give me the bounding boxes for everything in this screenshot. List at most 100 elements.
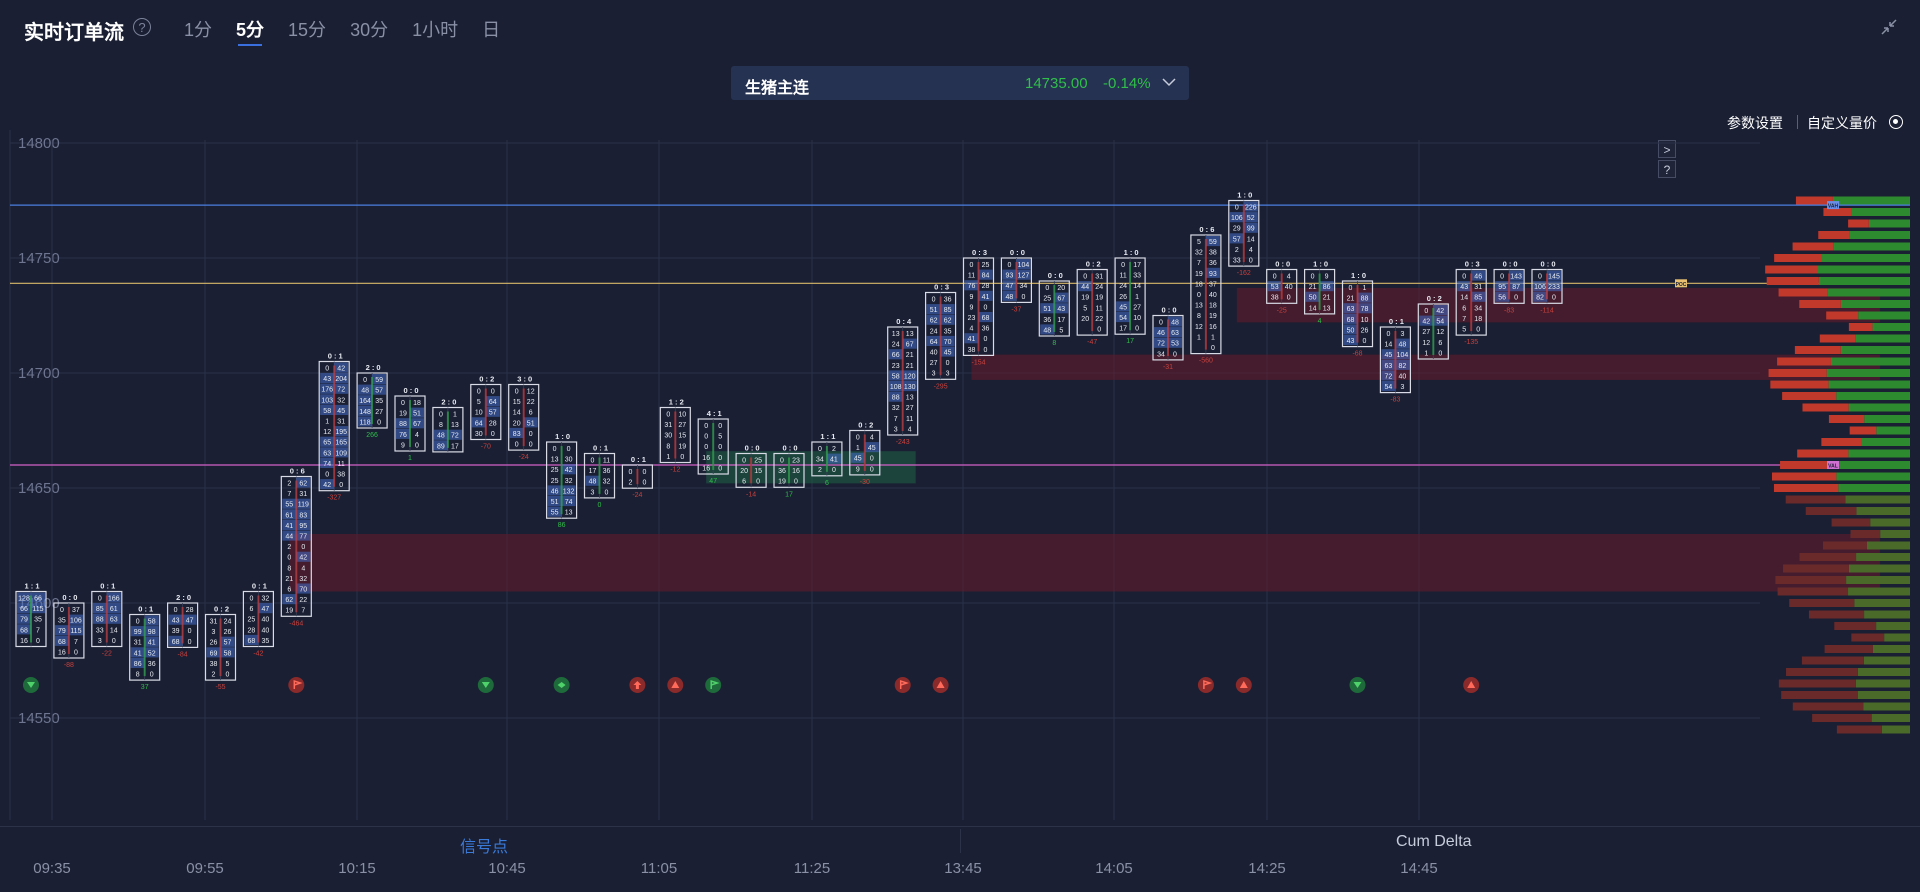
ask-volume: 120 bbox=[904, 373, 916, 380]
ask-highlight bbox=[106, 603, 121, 614]
bid-volume: 24 bbox=[892, 342, 900, 349]
profile-bar-sell bbox=[1819, 334, 1856, 343]
ask-volume: 31 bbox=[299, 491, 307, 498]
bid-volume: 66 bbox=[892, 352, 900, 359]
ask-volume: 10 bbox=[678, 412, 686, 419]
target-icon[interactable] bbox=[1889, 115, 1903, 129]
bid-highlight bbox=[358, 384, 373, 395]
chart-help-button[interactable]: ? bbox=[1658, 160, 1676, 178]
bid-volume: 42 bbox=[323, 482, 331, 489]
tab-1hour[interactable]: 1小时 bbox=[412, 20, 459, 40]
help-icon[interactable]: ? bbox=[133, 18, 151, 36]
bid-volume: 43 bbox=[323, 376, 331, 383]
profile-bar-buy bbox=[1868, 219, 1910, 228]
ask-volume: 37 bbox=[1209, 281, 1217, 288]
time-axis: 09:35 09:55 10:15 10:45 11:05 11:25 13:45 14:05… bbox=[0, 858, 1920, 888]
ask-highlight bbox=[485, 406, 500, 417]
profile-bar-buy bbox=[1870, 518, 1910, 527]
tab-5min[interactable]: 5分 bbox=[236, 16, 264, 46]
bid-volume: 38 bbox=[968, 347, 976, 354]
ask-highlight bbox=[1547, 270, 1561, 281]
ask-volume: 0 bbox=[1552, 295, 1556, 302]
ask-volume: 4 bbox=[415, 432, 419, 439]
bid-highlight bbox=[1343, 335, 1358, 346]
symbol-selector[interactable]: 生猪主连 14735.00 -0.14% bbox=[731, 66, 1189, 100]
bid-volume: 32 bbox=[1195, 250, 1203, 257]
bid-volume: 7 bbox=[287, 491, 291, 498]
ask-volume: 62 bbox=[299, 481, 307, 488]
ask-volume: 0 bbox=[718, 444, 722, 451]
collapse-icon[interactable] bbox=[1880, 18, 1898, 36]
params-settings-link[interactable]: 参数设置 bbox=[1727, 115, 1783, 131]
bar-header: 0 : 6 bbox=[290, 467, 305, 476]
ask-highlight bbox=[1509, 270, 1524, 281]
bid-volume: 69 bbox=[210, 650, 218, 657]
profile-bar-sell bbox=[1778, 679, 1856, 688]
profile-bar-sell bbox=[1824, 645, 1873, 653]
ask-highlight bbox=[334, 362, 349, 373]
ask-volume: 18 bbox=[1474, 316, 1482, 323]
bid-volume: 62 bbox=[930, 318, 938, 325]
ask-volume: 52 bbox=[1247, 215, 1255, 222]
ask-highlight bbox=[1357, 303, 1372, 314]
ask-volume: 0 bbox=[1514, 295, 1518, 302]
bid-volume: 43 bbox=[172, 618, 180, 625]
ask-highlight bbox=[296, 530, 311, 541]
bar-header: 0 : 3 bbox=[934, 283, 949, 292]
bid-volume: 30 bbox=[664, 433, 672, 440]
bar-delta: 0 bbox=[598, 502, 602, 509]
profile-bar-sell bbox=[1848, 219, 1869, 228]
profile-bar-sell bbox=[1781, 691, 1858, 699]
bid-volume: 0 bbox=[591, 458, 595, 465]
tab-day[interactable]: 日 bbox=[482, 20, 501, 40]
bid-volume: 48 bbox=[361, 388, 369, 395]
bid-highlight bbox=[320, 394, 335, 405]
ask-volume: 0 bbox=[680, 454, 684, 461]
bid-volume: 0 bbox=[287, 555, 291, 562]
profile-bar-sell bbox=[1802, 403, 1849, 412]
bid-volume: 8 bbox=[666, 443, 670, 450]
profile-bar-buy bbox=[1864, 610, 1910, 619]
bid-highlight bbox=[964, 333, 979, 344]
signals-tab[interactable]: 信号点 bbox=[460, 839, 509, 856]
ask-highlight bbox=[258, 603, 273, 614]
ask-highlight bbox=[334, 426, 349, 437]
bid-highlight bbox=[850, 452, 865, 463]
bar-header: 0 : 2 bbox=[858, 421, 873, 430]
bid-highlight bbox=[358, 405, 373, 416]
price-tick-label: 14550 bbox=[18, 710, 60, 727]
bid-volume: 0 bbox=[515, 442, 519, 449]
bid-volume: 5 bbox=[477, 399, 481, 406]
custom-price-link[interactable]: 自定义量价 bbox=[1807, 115, 1877, 131]
ask-volume: 14 bbox=[110, 627, 118, 634]
zone-rect bbox=[971, 354, 1880, 380]
cum-delta-tab[interactable]: Cum Delta bbox=[1396, 833, 1472, 850]
ask-highlight bbox=[144, 626, 159, 637]
ask-volume: 61 bbox=[110, 606, 118, 613]
tab-1min[interactable]: 1分 bbox=[184, 20, 213, 40]
bar-delta: 6 bbox=[825, 480, 829, 487]
ask-volume: 0 bbox=[1438, 350, 1442, 357]
profile-bar-sell bbox=[1778, 288, 1828, 297]
bid-volume: 61 bbox=[285, 512, 293, 519]
bid-volume: 4 bbox=[970, 326, 974, 333]
bid-volume: 25 bbox=[248, 617, 256, 624]
ask-volume: 93 bbox=[1209, 271, 1217, 278]
ask-volume: 67 bbox=[413, 421, 421, 428]
tab-30min[interactable]: 30分 bbox=[350, 20, 389, 40]
time-tick-label: 09:55 bbox=[186, 860, 224, 877]
bid-volume: 36 bbox=[1043, 317, 1051, 324]
bid-volume: 0 bbox=[1235, 205, 1239, 212]
tab-15min[interactable]: 15分 bbox=[288, 20, 327, 40]
bar-delta: -70 bbox=[481, 444, 491, 451]
ask-highlight bbox=[410, 407, 424, 418]
ask-volume: 38 bbox=[337, 472, 345, 479]
bar-delta: -114 bbox=[1540, 307, 1554, 314]
footprint-chart[interactable]: 1480014750147001465014600145501 : 112866… bbox=[0, 130, 1920, 830]
profile-bar-sell bbox=[1828, 415, 1865, 423]
expand-button[interactable]: > bbox=[1658, 140, 1676, 158]
flag-icon bbox=[899, 679, 910, 689]
profile-bar-buy bbox=[1817, 265, 1910, 274]
profile-bar-buy bbox=[1884, 633, 1910, 642]
ask-highlight bbox=[1016, 269, 1031, 280]
